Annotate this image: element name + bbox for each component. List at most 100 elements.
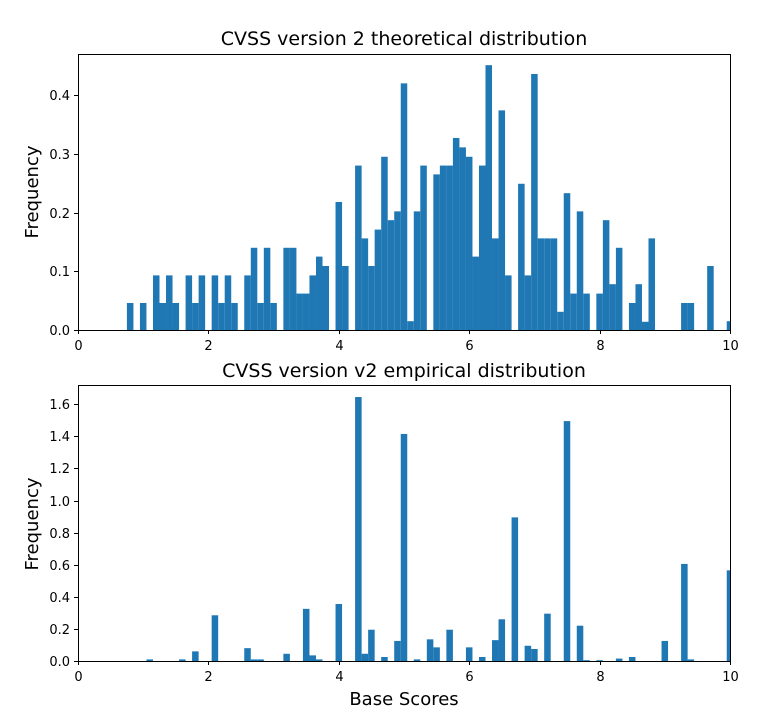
empirical-bar bbox=[465, 647, 473, 661]
empirical-bar bbox=[596, 660, 603, 661]
theoretical-bar bbox=[439, 165, 447, 330]
empirical-bar bbox=[315, 659, 323, 661]
theoretical-bar bbox=[452, 137, 460, 330]
empirical-bar bbox=[244, 648, 251, 661]
empirical-bar bbox=[563, 421, 571, 661]
theoretical-bar bbox=[413, 211, 421, 330]
theoretical-bar bbox=[433, 174, 440, 330]
theoretical-bar bbox=[309, 275, 316, 330]
empirical-bar bbox=[544, 613, 551, 661]
empirical-bar bbox=[335, 604, 343, 661]
empirical-bar bbox=[531, 648, 538, 661]
empirical-bar bbox=[446, 629, 453, 661]
empirical-bar bbox=[394, 640, 401, 661]
empirical-axis-ticks: 0 2 4 6 8 10 0.0 0.2 0.4 0.6 0.8 1.0 1.2 1.4 1.6 bbox=[49, 398, 738, 685]
empirical-bar bbox=[433, 647, 440, 661]
empirical-y-tick-label: 1.0 bbox=[49, 495, 70, 510]
theoretical-bar bbox=[524, 275, 532, 330]
empirical-x-tick-label: 2 bbox=[204, 670, 212, 685]
empirical-bar bbox=[361, 653, 369, 661]
empirical-bar bbox=[576, 625, 584, 661]
theoretical-bar bbox=[387, 220, 395, 330]
empirical-bar bbox=[726, 570, 730, 661]
theoretical-distribution-chart: CVSS version 2 theoretical distribution … bbox=[22, 28, 739, 354]
theoretical-bar bbox=[361, 238, 369, 330]
theoretical-bar bbox=[166, 275, 173, 330]
theoretical-bar bbox=[615, 247, 623, 330]
empirical-distribution-chart: CVSS version v2 empirical distribution F… bbox=[22, 360, 739, 710]
theoretical-bar bbox=[407, 321, 414, 330]
theoretical-bar bbox=[322, 265, 330, 330]
theoretical-y-axis-label: Frequency bbox=[22, 145, 43, 238]
theoretical-bar bbox=[518, 183, 525, 330]
theoretical-axis-ticks: 0 2 4 6 8 10 0.0 0.1 0.2 0.3 0.4 bbox=[49, 89, 738, 354]
empirical-x-tick-label: 4 bbox=[335, 670, 343, 685]
theoretical-bar bbox=[537, 238, 545, 330]
empirical-bar bbox=[413, 659, 421, 661]
empirical-bar bbox=[583, 660, 590, 661]
empirical-bar bbox=[400, 433, 408, 661]
theoretical-bar bbox=[726, 321, 730, 330]
empirical-bar bbox=[302, 608, 310, 661]
theoretical-bar bbox=[394, 211, 401, 330]
theoretical-bar bbox=[544, 238, 551, 330]
theoretical-bar bbox=[628, 302, 636, 330]
empirical-bar bbox=[681, 563, 688, 661]
empirical-x-axis-label: Base Scores bbox=[349, 689, 458, 710]
empirical-y-axis-label: Frequency bbox=[22, 477, 43, 570]
theoretical-x-tick-label: 0 bbox=[74, 339, 82, 354]
theoretical-bar bbox=[263, 247, 271, 330]
theoretical-bar bbox=[185, 275, 193, 330]
theoretical-y-tick-label: 0.3 bbox=[49, 148, 70, 163]
theoretical-bar bbox=[126, 302, 134, 330]
theoretical-bar bbox=[531, 73, 538, 330]
theoretical-bar bbox=[296, 293, 303, 330]
theoretical-bar bbox=[609, 284, 616, 330]
theoretical-y-tick-label: 0.0 bbox=[49, 324, 70, 339]
empirical-bar bbox=[426, 639, 434, 661]
empirical-x-tick-label: 0 bbox=[74, 670, 82, 685]
theoretical-y-tick-label: 0.4 bbox=[49, 89, 70, 104]
theoretical-bar bbox=[635, 284, 642, 330]
theoretical-x-tick-label: 10 bbox=[722, 339, 739, 354]
theoretical-bar bbox=[244, 275, 251, 330]
theoretical-chart-title: CVSS version 2 theoretical distribution bbox=[221, 28, 587, 50]
theoretical-bar bbox=[218, 302, 225, 330]
theoretical-bar bbox=[583, 293, 590, 330]
empirical-plot-frame bbox=[78, 385, 731, 662]
empirical-bar bbox=[192, 651, 199, 661]
empirical-bar bbox=[381, 656, 388, 661]
empirical-bar bbox=[511, 517, 519, 661]
empirical-bar bbox=[368, 629, 375, 661]
theoretical-bar bbox=[224, 275, 232, 330]
theoretical-bar bbox=[381, 156, 388, 330]
empirical-bar bbox=[524, 645, 532, 661]
theoretical-y-tick-label: 0.2 bbox=[49, 207, 70, 222]
empirical-bar bbox=[309, 655, 316, 661]
theoretical-bar bbox=[231, 302, 238, 330]
theoretical-bar bbox=[400, 83, 408, 330]
empirical-bar bbox=[211, 615, 219, 661]
empirical-bar bbox=[628, 656, 636, 661]
theoretical-bar bbox=[596, 293, 603, 330]
theoretical-bar bbox=[563, 193, 571, 330]
theoretical-bar bbox=[152, 275, 160, 330]
empirical-bar bbox=[478, 656, 486, 661]
empirical-bar bbox=[257, 659, 264, 661]
empirical-chart-title: CVSS version v2 empirical distribution bbox=[222, 360, 586, 382]
empirical-bar bbox=[492, 640, 499, 661]
empirical-bar bbox=[355, 397, 362, 661]
theoretical-x-tick-label: 6 bbox=[465, 339, 473, 354]
theoretical-bar bbox=[478, 165, 486, 330]
theoretical-bar bbox=[498, 110, 506, 331]
theoretical-bar bbox=[707, 265, 714, 330]
theoretical-bar bbox=[681, 302, 688, 330]
theoretical-bar bbox=[505, 275, 512, 330]
empirical-y-tick-label: 1.6 bbox=[49, 398, 70, 413]
theoretical-bar bbox=[302, 293, 310, 330]
empirical-bar bbox=[498, 619, 506, 661]
theoretical-bar bbox=[250, 247, 258, 330]
theoretical-bar bbox=[198, 275, 206, 330]
